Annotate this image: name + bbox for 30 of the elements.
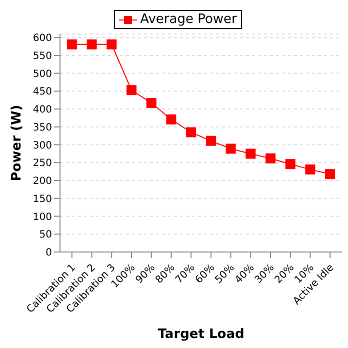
y-axis-title: Power (W) [10,104,25,182]
y-tick-label: 150 [32,194,52,205]
y-tick-label: 600 [32,33,52,44]
y-tick-label: 0 [46,248,52,259]
y-tick-label: 450 [32,86,52,98]
y-tick-label: 100 [32,212,52,223]
y-tick-label: 500 [32,68,52,80]
y-tick-label: 350 [32,122,52,134]
point [325,169,336,180]
y-tick-label: 550 [32,50,52,62]
point [226,144,236,154]
y-tick-label: 250 [32,158,52,170]
y-tick-label: 300 [32,140,52,152]
y-tick-label: 200 [32,176,52,188]
point [106,39,117,50]
point [126,85,136,96]
x-axis-title: Target Load [158,327,244,342]
point [166,114,176,124]
point [266,153,276,164]
point [146,98,156,108]
y-tick-label: 400 [32,104,52,116]
point [86,39,97,50]
point [305,164,316,174]
point [285,159,296,170]
point [246,148,256,159]
point [206,136,216,146]
legend-label: Average Power [140,12,237,27]
point [186,127,196,138]
y-tick-label: 50 [39,230,52,241]
point [66,39,77,50]
